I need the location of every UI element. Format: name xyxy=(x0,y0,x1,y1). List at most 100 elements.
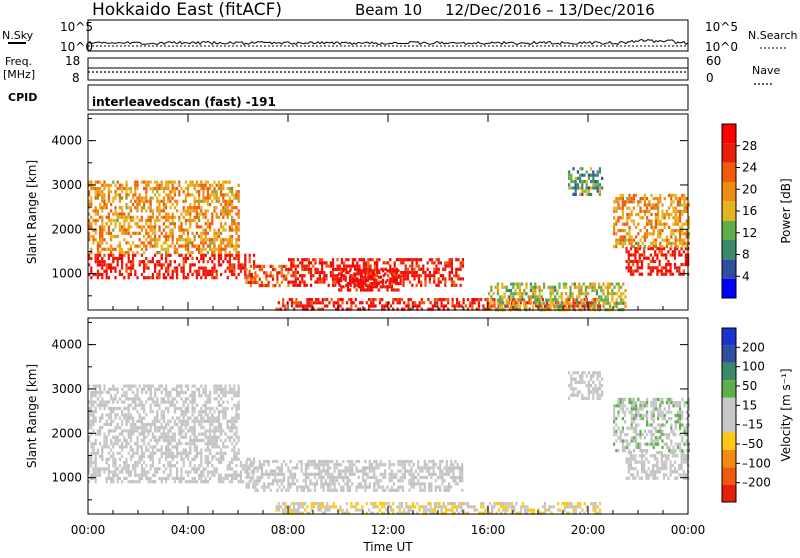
power-cell xyxy=(600,286,602,289)
velocity-cell xyxy=(285,489,287,492)
power-cell xyxy=(510,295,512,298)
power-cell xyxy=(670,235,672,238)
velocity-cell xyxy=(156,439,158,442)
power-cell xyxy=(411,265,413,268)
velocity-cell xyxy=(252,473,254,476)
power-cell xyxy=(150,260,152,263)
power-cell xyxy=(141,200,143,203)
power-cell xyxy=(668,213,670,216)
velocity-cell xyxy=(161,452,163,455)
velocity-cell xyxy=(132,429,134,432)
velocity-cell xyxy=(329,489,331,492)
velocity-cell xyxy=(110,397,112,400)
velocity-cell xyxy=(231,429,233,432)
power-cell xyxy=(189,238,191,241)
velocity-cell xyxy=(207,455,209,458)
power-cell xyxy=(550,302,552,305)
power-cell xyxy=(281,265,283,268)
velocity-cell xyxy=(220,480,222,483)
velocity-cell xyxy=(158,388,160,391)
velocity-cell xyxy=(183,452,185,455)
power-cell xyxy=(198,213,200,216)
velocity-cell xyxy=(161,410,163,413)
velocity-cell xyxy=(114,388,116,391)
power-cell xyxy=(282,301,284,304)
power-cell xyxy=(405,258,407,261)
power-cell xyxy=(213,187,215,190)
velocity-cell xyxy=(369,486,371,489)
velocity-cell xyxy=(358,482,360,485)
power-cell xyxy=(244,263,246,266)
power-cell xyxy=(143,270,145,273)
power-cell xyxy=(276,274,278,277)
power-cell xyxy=(246,281,248,284)
velocity-cell xyxy=(233,433,235,436)
velocity-cell xyxy=(342,470,344,473)
power-cell xyxy=(121,248,123,251)
velocity-cell xyxy=(209,433,211,436)
power-cell xyxy=(231,225,233,228)
velocity-cell xyxy=(338,482,340,485)
power-cell xyxy=(429,258,431,261)
velocity-cell xyxy=(158,404,160,407)
power-cell xyxy=(321,271,323,274)
power-cell xyxy=(134,187,136,190)
power-cell xyxy=(178,238,180,241)
power-cell xyxy=(413,268,415,271)
power-cell xyxy=(198,235,200,238)
power-cell xyxy=(485,298,487,301)
velocity-cell xyxy=(167,449,169,452)
power-cell xyxy=(539,302,541,305)
velocity-cell xyxy=(172,477,174,480)
velocity-cell xyxy=(141,420,143,423)
power-cell xyxy=(556,289,558,292)
power-cell xyxy=(290,258,292,261)
power-cell xyxy=(123,251,125,254)
power-cell xyxy=(600,289,602,292)
power-cell xyxy=(456,298,458,301)
power-cell xyxy=(235,222,237,225)
power-cell xyxy=(648,257,650,260)
power-cell xyxy=(289,298,291,301)
velocity-cell xyxy=(123,467,125,470)
power-cell xyxy=(456,301,458,304)
power-cell xyxy=(178,181,180,184)
velocity-cell xyxy=(430,460,432,463)
power-cell xyxy=(667,250,669,253)
power-cell xyxy=(117,219,119,222)
power-cell xyxy=(200,232,202,235)
power-cell xyxy=(333,304,335,307)
velocity-cell xyxy=(441,482,443,485)
velocity-cell xyxy=(426,470,428,473)
power-cell xyxy=(163,235,165,238)
power-cell xyxy=(150,187,152,190)
power-cell xyxy=(136,276,138,279)
velocity-cell xyxy=(194,397,196,400)
velocity-cell xyxy=(231,436,233,439)
power-cell xyxy=(550,305,552,308)
power-cell xyxy=(679,197,681,200)
power-cell xyxy=(648,245,650,248)
power-cell xyxy=(628,197,630,200)
power-cell xyxy=(670,213,672,216)
velocity-cell xyxy=(220,404,222,407)
power-cell xyxy=(117,187,119,190)
power-cell xyxy=(577,177,579,180)
power-cell xyxy=(301,258,303,261)
velocity-cell xyxy=(417,482,419,485)
power-cell xyxy=(615,239,617,242)
power-cell xyxy=(583,283,585,286)
velocity-cell xyxy=(112,410,114,413)
power-cell xyxy=(601,186,603,189)
velocity-cell xyxy=(141,391,143,394)
power-colorbar-label: Power [dB] xyxy=(779,178,793,243)
velocity-cell xyxy=(320,505,322,508)
velocity-cell xyxy=(92,471,94,474)
power-cell xyxy=(622,194,624,197)
power-cell xyxy=(205,209,207,212)
velocity-cell xyxy=(233,477,235,480)
power-cell xyxy=(200,209,202,212)
power-cell xyxy=(231,209,233,212)
power-cell xyxy=(399,298,401,301)
power-cell xyxy=(169,263,171,266)
